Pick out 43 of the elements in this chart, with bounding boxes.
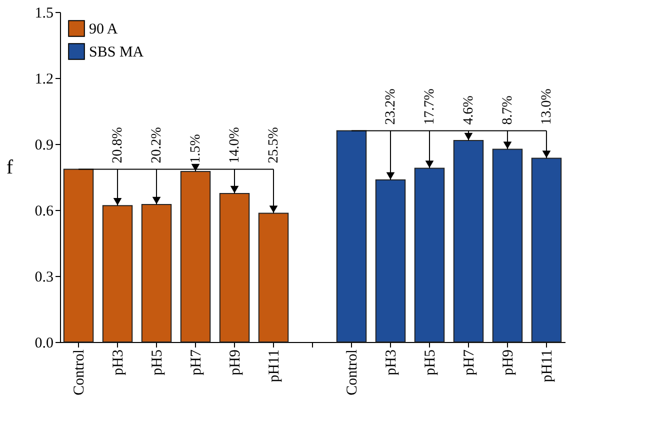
x-tick-label: pH3	[110, 350, 127, 376]
bar	[219, 193, 250, 342]
annotation: 1.5%	[188, 134, 204, 164]
legend-label: 90 A	[89, 22, 118, 38]
bar	[63, 168, 94, 342]
x-tick-label: pH9	[500, 350, 516, 376]
annotation: 8.7%	[500, 95, 516, 125]
bar	[102, 205, 133, 342]
x-tick-label: pH3	[383, 350, 400, 376]
annotation: 4.6%	[461, 95, 476, 125]
y-tick-label: 0.9	[34, 138, 54, 154]
y-tick-label: 1.2	[34, 72, 54, 88]
y-tick-label: 0.0	[34, 336, 54, 352]
x-tick-label: pH9	[228, 350, 244, 376]
y-tick-label: 0.3	[34, 270, 54, 286]
x-tick-label: Control	[344, 350, 360, 396]
bar	[375, 179, 406, 342]
annotation: 25.5%	[266, 126, 282, 164]
bar	[336, 130, 367, 342]
y-tick-label: 1.5	[34, 6, 54, 22]
y-axis-title: f	[6, 156, 14, 178]
x-tick-label: pH7	[188, 349, 205, 376]
annotation: 17.7%	[422, 88, 438, 125]
annotation: 20.2%	[150, 126, 165, 164]
legend-label: SBS MA	[89, 44, 144, 60]
bar	[531, 158, 562, 342]
bar	[453, 140, 484, 342]
bar	[141, 204, 172, 342]
annotation: 13.0%	[539, 88, 554, 125]
annotation: 14.0%	[228, 126, 243, 164]
bar	[258, 212, 289, 342]
annotation: 23.2%	[383, 88, 398, 125]
bar	[414, 168, 445, 342]
annotation: 20.8%	[110, 126, 126, 164]
x-tick-label: pH11	[266, 350, 283, 382]
x-tick-label: pH5	[422, 350, 438, 376]
x-tick-label: pH7	[461, 349, 478, 376]
x-tick-label: Control	[72, 350, 88, 396]
y-tick-label: 0.6	[34, 204, 54, 220]
bar	[180, 171, 211, 342]
x-tick-label: pH5	[150, 350, 166, 376]
x-tick-label: pH11	[539, 350, 556, 382]
bar	[492, 148, 523, 342]
